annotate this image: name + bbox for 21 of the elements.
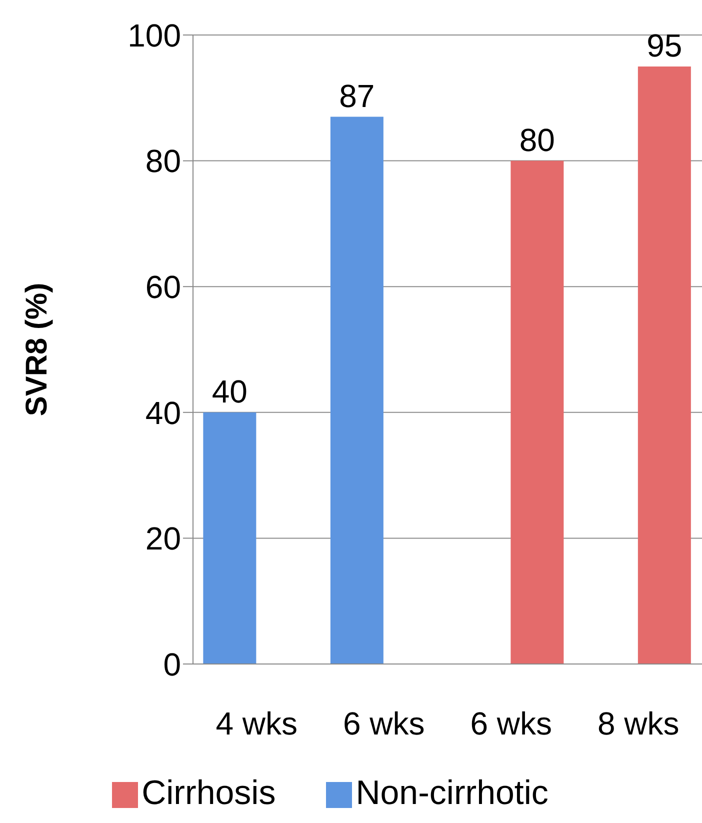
y-tick-label: 40 — [145, 394, 181, 431]
legend-label: Non-cirrhotic — [356, 774, 548, 812]
y-tick-label: 0 — [163, 646, 181, 682]
x-tick-label: 8 wks — [597, 706, 680, 742]
data-label: 95 — [646, 27, 682, 64]
y-tick-label: 80 — [145, 143, 181, 180]
legend-label: Cirrhosis — [142, 774, 276, 812]
y-tick-label: 60 — [145, 268, 181, 305]
y-axis-title: SVR8 (%) — [20, 282, 54, 416]
data-label: 80 — [519, 122, 555, 158]
bar — [510, 160, 564, 664]
data-label: 87 — [339, 78, 375, 114]
bar — [330, 116, 384, 664]
x-tick-label: 6 wks — [342, 706, 425, 742]
data-label: 40 — [212, 373, 248, 410]
y-tick-label: 20 — [145, 520, 181, 557]
y-tick-label: 100 — [128, 17, 181, 54]
x-tick-label: 4 wks — [216, 706, 298, 742]
bar — [203, 412, 256, 664]
bar — [638, 66, 691, 664]
x-tick-label: 6 wks — [470, 706, 552, 742]
